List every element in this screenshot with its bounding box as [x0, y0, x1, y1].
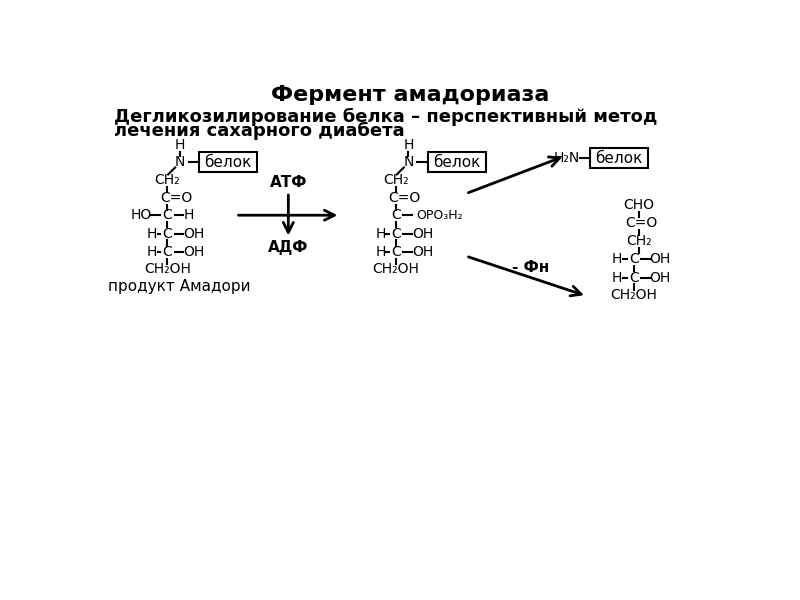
Text: CH₂: CH₂ — [383, 173, 409, 187]
Text: C=O: C=O — [160, 191, 192, 205]
Text: OH: OH — [412, 245, 433, 259]
Text: C: C — [629, 252, 639, 266]
Text: белок: белок — [434, 155, 481, 170]
Text: H: H — [375, 245, 386, 259]
Text: АДФ: АДФ — [268, 240, 309, 255]
Text: АТФ: АТФ — [270, 175, 307, 190]
Text: OH: OH — [183, 227, 205, 241]
Text: белок: белок — [595, 151, 642, 166]
FancyBboxPatch shape — [428, 152, 486, 172]
Text: продукт Амадори: продукт Амадори — [108, 278, 250, 293]
Text: C: C — [391, 227, 401, 241]
Text: H: H — [612, 271, 622, 284]
Text: Фермент амадориаза: Фермент амадориаза — [271, 85, 549, 105]
Text: Дегликозилирование белка – перспективный метод: Дегликозилирование белка – перспективный… — [114, 108, 658, 127]
Text: OH: OH — [183, 245, 205, 259]
Text: OPO₃H₂: OPO₃H₂ — [416, 209, 462, 222]
Text: белок: белок — [205, 155, 252, 170]
Text: C=O: C=O — [389, 191, 421, 205]
Text: H: H — [375, 227, 386, 241]
Text: C=O: C=O — [625, 216, 657, 230]
Text: C: C — [629, 271, 639, 284]
Text: лечения сахарного диабета: лечения сахарного диабета — [114, 122, 405, 140]
Text: H₂N: H₂N — [554, 151, 580, 165]
FancyBboxPatch shape — [590, 148, 648, 168]
Text: H: H — [612, 252, 622, 266]
Text: CH₂OH: CH₂OH — [610, 287, 658, 302]
Text: OH: OH — [412, 227, 433, 241]
Text: CH₂: CH₂ — [626, 233, 651, 248]
Text: C: C — [162, 227, 172, 241]
Text: C: C — [162, 245, 172, 259]
Text: CH₂OH: CH₂OH — [373, 262, 419, 276]
Text: OH: OH — [650, 271, 671, 284]
Text: H: H — [146, 245, 157, 259]
FancyBboxPatch shape — [199, 152, 258, 172]
Text: N: N — [403, 155, 414, 169]
Text: - Фн: - Фн — [511, 260, 549, 275]
Text: CH₂OH: CH₂OH — [144, 262, 191, 276]
Text: H: H — [174, 138, 185, 152]
Text: HO: HO — [130, 208, 152, 222]
Text: CHO: CHO — [623, 198, 654, 212]
Text: C: C — [391, 245, 401, 259]
Text: OH: OH — [650, 252, 671, 266]
Text: C: C — [391, 208, 401, 222]
Text: H: H — [146, 227, 157, 241]
Text: C: C — [162, 208, 172, 222]
Text: H: H — [184, 208, 194, 222]
Text: CH₂: CH₂ — [154, 173, 180, 187]
Text: H: H — [403, 138, 414, 152]
Text: N: N — [174, 155, 185, 169]
